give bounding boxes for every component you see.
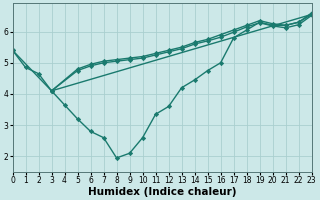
X-axis label: Humidex (Indice chaleur): Humidex (Indice chaleur) (88, 187, 236, 197)
